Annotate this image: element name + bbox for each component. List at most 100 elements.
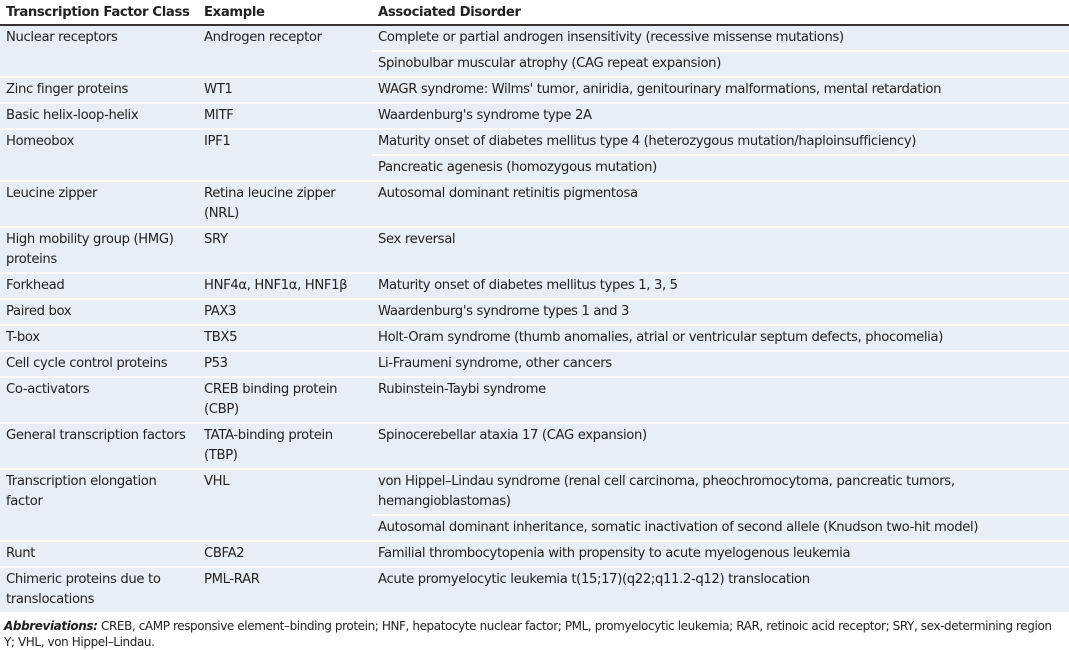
disorder-entry: Familial thrombocytopenia with propensit… <box>378 546 851 561</box>
cell-disorder: Waardenburg's syndrome types 1 and 3 <box>372 298 1069 325</box>
footnote: Abbreviations: CREB, cAMP responsive ele… <box>0 612 1069 650</box>
cell-class: Forkhead <box>0 272 198 299</box>
cell-class-text: Transcription elongation factor <box>6 474 157 509</box>
disorder-entry: Maturity onset of diabetes mellitus type… <box>378 134 917 149</box>
cell-disorder: Rubinstein-Taybi syndrome <box>372 376 1069 423</box>
cell-class-text: T-box <box>6 330 40 345</box>
header-example: Example <box>198 0 372 26</box>
cell-disorder: Spinocerebellar ataxia 17 (CAG expansion… <box>372 422 1069 469</box>
cell-example-text: WT1 <box>204 82 233 97</box>
disorder-entry: Maturity onset of diabetes mellitus type… <box>378 278 678 293</box>
table-row: Basic helix-loop-helix MITF Waardenburg's … <box>0 102 1069 129</box>
disorder-entry: Waardenburg's syndrome type 2A <box>378 108 592 123</box>
table-row: Zinc finger proteins WT1 WAGR syndrome: Wi… <box>0 76 1069 103</box>
cell-class-text: Leucine zipper <box>6 186 98 201</box>
cell-disorder: WAGR syndrome: Wilms' tumor, aniridia, g… <box>372 76 1069 103</box>
disorder-entry: Li-Fraumeni syndrome, other cancers <box>378 356 612 371</box>
cell-disorder: Sex reversal <box>372 226 1069 273</box>
cell-example: VHL <box>198 468 372 541</box>
disorder-entry: Complete or partial androgen insensitivi… <box>378 30 844 45</box>
cell-class: General transcription factors <box>0 422 198 469</box>
cell-example: IPF1 <box>198 128 372 181</box>
cell-example-text: TBX5 <box>204 330 238 345</box>
disorder-entry: Waardenburg's syndrome types 1 and 3 <box>378 304 630 319</box>
cell-example: SRY <box>198 226 372 273</box>
cell-class-text: Nuclear receptors <box>6 30 118 45</box>
cell-class-text: Runt <box>6 546 36 561</box>
table-row: Transcription elongation factor VHL von Hi… <box>0 468 1069 541</box>
cell-class: Homeobox <box>0 128 198 181</box>
cell-disorder: Acute promyelocytic leukemia t(15;17)(q2… <box>372 566 1069 612</box>
cell-example: Retina leucine zipper (NRL) <box>198 180 372 227</box>
disorder-entry: Spinobulbar muscular atrophy (CAG repeat… <box>372 50 1069 76</box>
disorder-entry: Holt-Oram syndrome (thumb anomalies, atr… <box>378 330 944 345</box>
table-row: Homeobox IPF1 Maturity onset of diabetes m… <box>0 128 1069 181</box>
cell-class: Basic helix-loop-helix <box>0 102 198 129</box>
footnote-label: Abbreviations: <box>4 619 98 633</box>
cell-example-text: IPF1 <box>204 134 231 149</box>
header-class: Transcription Factor Class <box>0 0 198 26</box>
cell-example: HNF4α, HNF1α, HNF1β <box>198 272 372 299</box>
disorder-entry: Acute promyelocytic leukemia t(15;17)(q2… <box>378 572 810 587</box>
cell-class-text: General transcription factors <box>6 428 186 443</box>
cell-class: Co-activators <box>0 376 198 423</box>
cell-class: Runt <box>0 540 198 567</box>
cell-example: P53 <box>198 350 372 377</box>
cell-example: Androgen receptor <box>198 24 372 77</box>
table-row: Co-activators CREB binding protein (CBP) R… <box>0 376 1069 423</box>
disorder-entry: Sex reversal <box>378 232 456 247</box>
table-row: Forkhead HNF4α, HNF1α, HNF1β Maturity onse… <box>0 272 1069 299</box>
cell-class-text: High mobility group (HMG) proteins <box>6 232 174 267</box>
cell-example: PAX3 <box>198 298 372 325</box>
header-row: Transcription Factor Class Example Assoc… <box>0 0 1069 26</box>
cell-example-text: P53 <box>204 356 228 371</box>
table-body: Nuclear receptors Androgen receptor Comple… <box>0 24 1069 612</box>
cell-class: Paired box <box>0 298 198 325</box>
cell-example-text: Androgen receptor <box>204 30 322 45</box>
cell-class-text: Homeobox <box>6 134 75 149</box>
header-disorder: Associated Disorder <box>372 0 1069 26</box>
disorder-entry: Rubinstein-Taybi syndrome <box>378 382 546 397</box>
cell-example-text: TATA-binding protein (TBP) <box>204 428 333 463</box>
cell-class: Chimeric proteins due to translocations <box>0 566 198 612</box>
cell-disorder: Waardenburg's syndrome type 2A <box>372 102 1069 129</box>
cell-example-text: PAX3 <box>204 304 237 319</box>
cell-class-text: Basic helix-loop-helix <box>6 108 139 123</box>
footnote-text: CREB, cAMP responsive element–binding pr… <box>4 619 1052 649</box>
cell-example-text: VHL <box>204 474 230 489</box>
disorder-entry: Autosomal dominant retinitis pigmentosa <box>378 186 638 201</box>
cell-example-text: MITF <box>204 108 234 123</box>
table-row: Paired box PAX3 Waardenburg's syndrome typ… <box>0 298 1069 325</box>
table-row: Chimeric proteins due to translocations P… <box>0 566 1069 612</box>
disorder-entry: Autosomal dominant inheritance, somatic … <box>372 514 1069 540</box>
cell-class-text: Chimeric proteins due to translocations <box>6 572 161 607</box>
cell-class-text: Cell cycle control proteins <box>6 356 168 371</box>
cell-example-text: PML-RAR <box>204 572 260 587</box>
cell-class-text: Paired box <box>6 304 72 319</box>
cell-disorder: von Hippel–Lindau syndrome (renal cell c… <box>372 468 1069 541</box>
cell-example: MITF <box>198 102 372 129</box>
cell-disorder: Complete or partial androgen insensitivi… <box>372 24 1069 77</box>
cell-disorder: Maturity onset of diabetes mellitus type… <box>372 128 1069 181</box>
cell-example-text: SRY <box>204 232 228 247</box>
cell-example: PML-RAR <box>198 566 372 612</box>
cell-class: Transcription elongation factor <box>0 468 198 541</box>
cell-class: Cell cycle control proteins <box>0 350 198 377</box>
disorder-entry: Spinocerebellar ataxia 17 (CAG expansion… <box>378 428 647 443</box>
cell-class-text: Co-activators <box>6 382 90 397</box>
cell-disorder: Holt-Oram syndrome (thumb anomalies, atr… <box>372 324 1069 351</box>
cell-disorder: Autosomal dominant retinitis pigmentosa <box>372 180 1069 227</box>
cell-example-text: CREB binding protein (CBP) <box>204 382 338 417</box>
table-row: Runt CBFA2 Familial thrombocytopenia with … <box>0 540 1069 567</box>
cell-class: Nuclear receptors <box>0 24 198 77</box>
table-row: Cell cycle control proteins P53 Li-Fraumen… <box>0 350 1069 377</box>
cell-class: Leucine zipper <box>0 180 198 227</box>
cell-example: TATA-binding protein (TBP) <box>198 422 372 469</box>
cell-example-text: HNF4α, HNF1α, HNF1β <box>204 278 348 293</box>
cell-class: High mobility group (HMG) proteins <box>0 226 198 273</box>
cell-class-text: Zinc finger proteins <box>6 82 129 97</box>
cell-disorder: Familial thrombocytopenia with propensit… <box>372 540 1069 567</box>
cell-class-text: Forkhead <box>6 278 65 293</box>
cell-example-text: CBFA2 <box>204 546 245 561</box>
table-row: Nuclear receptors Androgen receptor Comple… <box>0 24 1069 77</box>
